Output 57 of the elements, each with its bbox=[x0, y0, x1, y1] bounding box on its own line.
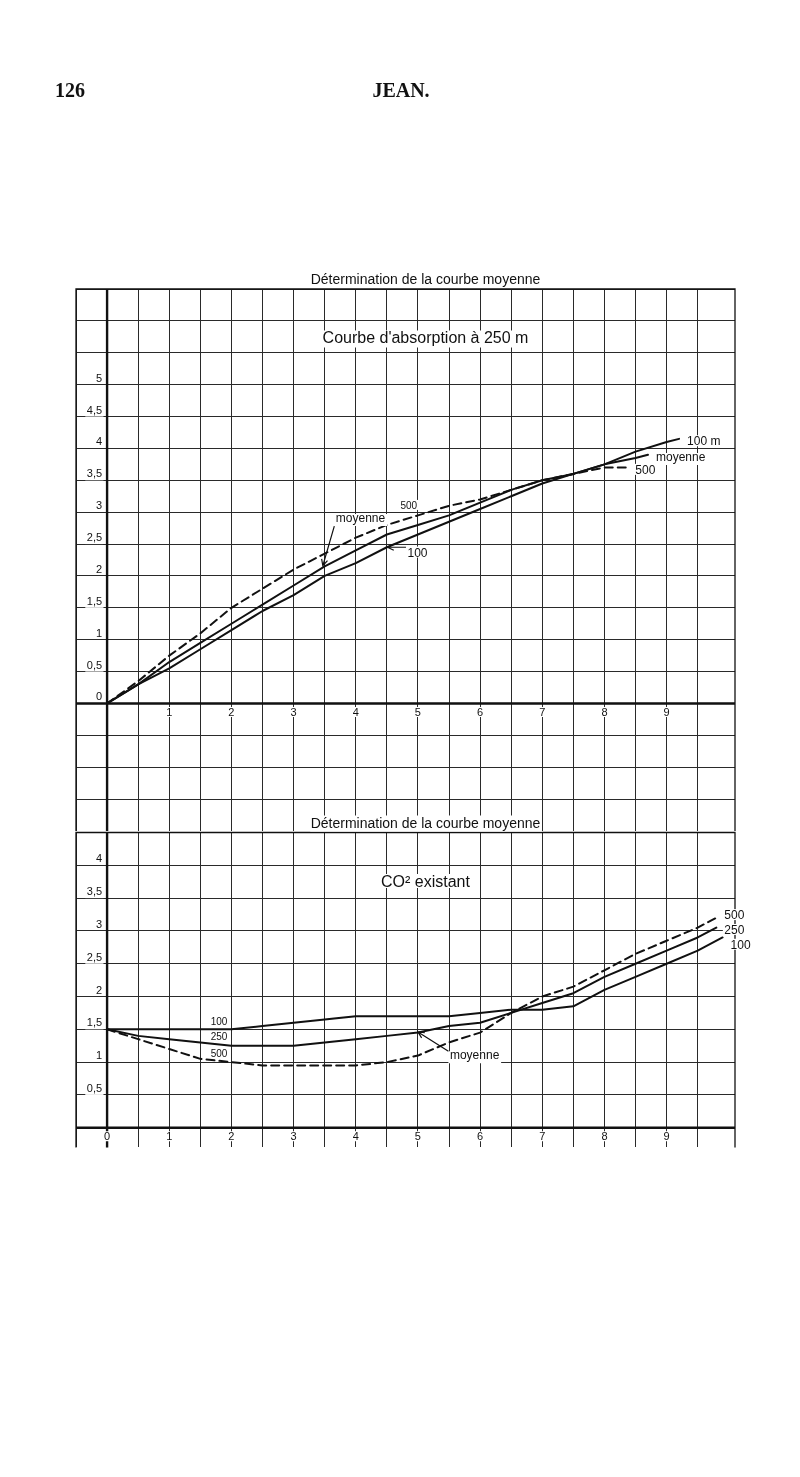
y-tick-label: 2,5 bbox=[86, 531, 103, 544]
x-tick-label: 1 bbox=[166, 1130, 173, 1143]
y-tick-label: 2 bbox=[95, 983, 103, 996]
x-tick-label: 0 bbox=[104, 1130, 111, 1143]
x-tick-label: 2 bbox=[228, 1130, 235, 1143]
y-tick-label: 1,5 bbox=[86, 1016, 103, 1029]
x-tick-label: 8 bbox=[601, 1130, 608, 1143]
y-tick-label: 4,5 bbox=[86, 403, 103, 416]
x-tick-label: 9 bbox=[663, 706, 670, 718]
y-tick-label: 2,5 bbox=[86, 950, 103, 963]
y-tick-label: 1 bbox=[95, 626, 103, 639]
y-tick-label: 0 bbox=[95, 690, 103, 703]
y-tick-label: 4 bbox=[95, 435, 103, 448]
series-label: moyenne bbox=[655, 450, 706, 465]
x-tick-label: 4 bbox=[352, 706, 359, 718]
y-tick-label: 3,5 bbox=[86, 885, 103, 898]
x-tick-label: 5 bbox=[414, 1130, 421, 1143]
y-tick-label: 0,5 bbox=[86, 1081, 103, 1094]
annotation: moyenne bbox=[335, 511, 386, 526]
y-tick-label: 1 bbox=[95, 1049, 103, 1062]
series-label: 250 bbox=[210, 1031, 228, 1043]
series-label: 500 bbox=[400, 499, 418, 511]
text: 126 bbox=[55, 79, 85, 101]
series-label: 100 m bbox=[687, 434, 721, 449]
x-tick-label: 3 bbox=[290, 1130, 297, 1143]
text: Courbe d'absorption à 250 m bbox=[322, 329, 529, 347]
x-tick-label: 6 bbox=[477, 1130, 484, 1143]
x-tick-label: 9 bbox=[663, 1130, 670, 1143]
y-tick-label: 4 bbox=[95, 852, 103, 865]
chart-title: Détermination de la courbe moyenne bbox=[310, 271, 541, 287]
y-tick-label: 0,5 bbox=[86, 658, 103, 671]
series-label: 100 bbox=[210, 1016, 228, 1028]
annotation: moyenne bbox=[449, 1048, 500, 1063]
annotation: 500 bbox=[635, 462, 656, 477]
y-tick-label: 3 bbox=[95, 499, 103, 512]
annotation: 100 bbox=[730, 937, 751, 952]
x-tick-label: 7 bbox=[539, 706, 546, 718]
x-tick-label: 4 bbox=[352, 1130, 359, 1143]
y-tick-label: 2 bbox=[95, 562, 103, 575]
x-tick-label: 6 bbox=[477, 706, 484, 718]
x-tick-label: 5 bbox=[414, 706, 421, 718]
annotation: 250 bbox=[724, 922, 745, 937]
y-tick-label: 3,5 bbox=[86, 467, 103, 480]
y-tick-label: 3 bbox=[95, 917, 103, 930]
chart-title: Détermination de la courbe moyenne bbox=[310, 814, 541, 831]
annotation: 100 bbox=[407, 545, 428, 560]
y-tick-label: 1,5 bbox=[86, 594, 103, 607]
text: CO² existant bbox=[381, 872, 471, 890]
annotation: 500 bbox=[724, 908, 745, 923]
x-tick-label: 1 bbox=[166, 706, 173, 718]
x-tick-label: 2 bbox=[228, 706, 235, 718]
text: JEAN. bbox=[372, 79, 430, 101]
x-tick-label: 3 bbox=[290, 706, 297, 718]
y-tick-label: 5 bbox=[95, 371, 103, 384]
series-label: 500 bbox=[210, 1047, 228, 1059]
x-tick-label: 7 bbox=[539, 1130, 546, 1143]
x-tick-label: 8 bbox=[601, 706, 608, 718]
